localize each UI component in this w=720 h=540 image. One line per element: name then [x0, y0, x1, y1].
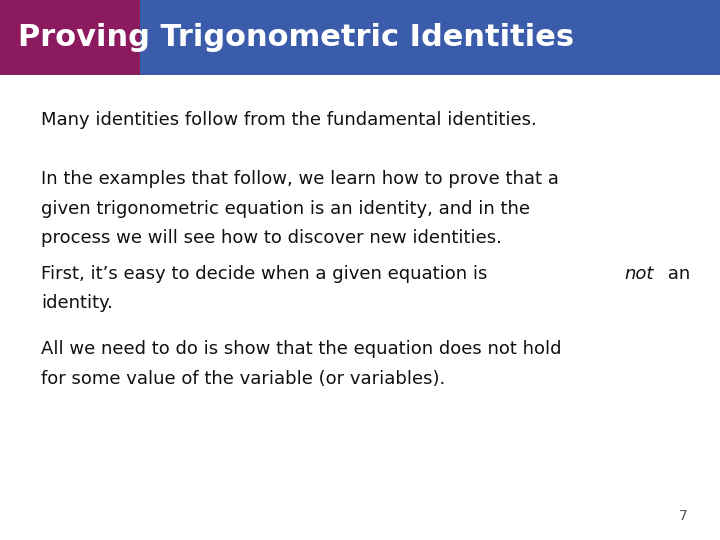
Text: an: an [662, 265, 690, 282]
Text: First, it’s easy to decide when a given equation is: First, it’s easy to decide when a given … [41, 265, 493, 282]
Text: Many identities follow from the fundamental identities.: Many identities follow from the fundamen… [41, 111, 537, 129]
Text: not: not [624, 265, 654, 282]
Text: process we will see how to discover new identities.: process we will see how to discover new … [41, 230, 502, 247]
Text: given trigonometric equation is an identity, and in the: given trigonometric equation is an ident… [41, 200, 530, 218]
Bar [0, 0, 720, 75]
Text: 7: 7 [679, 509, 688, 523]
Text: All we need to do is show that the equation does not hold: All we need to do is show that the equat… [41, 340, 562, 358]
Text: for some value of the variable (or variables).: for some value of the variable (or varia… [41, 370, 445, 388]
Text: identity.: identity. [41, 294, 113, 312]
Text: In the examples that follow, we learn how to prove that a: In the examples that follow, we learn ho… [41, 170, 559, 188]
Bar [0, 0, 140, 75]
Text: Proving Trigonometric Identities: Proving Trigonometric Identities [18, 23, 574, 52]
